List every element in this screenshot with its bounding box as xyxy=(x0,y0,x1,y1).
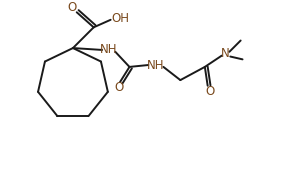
Text: NH: NH xyxy=(100,43,118,56)
Text: O: O xyxy=(115,81,124,94)
Text: O: O xyxy=(205,85,214,98)
Text: O: O xyxy=(67,1,77,14)
Text: N: N xyxy=(221,47,230,60)
Text: OH: OH xyxy=(111,12,129,25)
Text: NH: NH xyxy=(147,59,165,71)
